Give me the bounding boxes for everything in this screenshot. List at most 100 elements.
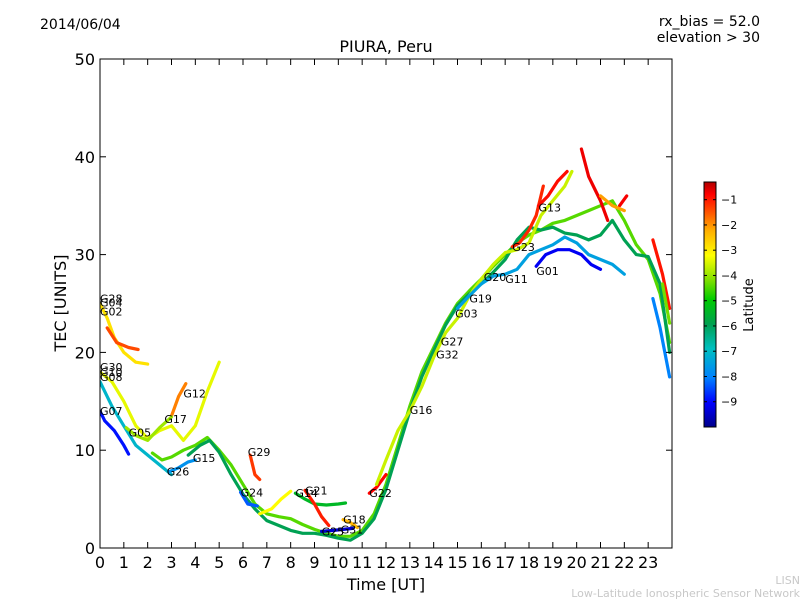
colorbar-tick-label: −5: [721, 295, 737, 308]
colorbar-tick-label: −4: [721, 269, 737, 282]
chart-title: PIURA, Peru: [339, 37, 433, 56]
x-tick-label: 16: [471, 553, 491, 572]
satellite-label: G02: [100, 305, 123, 318]
satellite-label: G25: [322, 525, 345, 538]
tec-track: [320, 526, 355, 533]
colorbar-tick-label: −7: [721, 345, 737, 358]
x-tick-label: 18: [519, 553, 539, 572]
colorbar-tick-label: −6: [721, 320, 737, 333]
tec-track: [186, 218, 672, 542]
tec-track: [239, 490, 259, 508]
satellite-label: G18: [343, 514, 366, 527]
tec-track: [258, 489, 293, 516]
tec-track: [455, 235, 626, 310]
x-tick-label: 19: [543, 553, 563, 572]
satellite-label: G03: [455, 307, 478, 320]
x-tick-label: 8: [286, 553, 296, 572]
satellite-label: G05: [129, 427, 152, 440]
satellite-label: G27: [441, 336, 464, 349]
satellite-label: G08: [100, 371, 123, 384]
tec-track: [100, 360, 221, 442]
colorbar-ticks: −1 −2 −3 −4 −5 −6 −7 −8 −9: [704, 194, 737, 409]
x-tick-label: 20: [566, 553, 586, 572]
satellite-label: G14: [295, 487, 318, 500]
x-tick-label: 15: [447, 553, 467, 572]
colorbar-tick-label: −9: [721, 396, 737, 409]
satellite-label: G10: [100, 366, 123, 379]
tec-track: [618, 194, 629, 208]
tec-track: [124, 415, 174, 442]
footer-org-long: Low-Latitude Ionospheric Sensor Network: [571, 587, 800, 600]
colorbar-tick-label: −2: [721, 219, 737, 232]
date-label: 2014/06/04: [40, 17, 121, 33]
x-tick-label: 9: [309, 553, 319, 572]
x-tick-label: 22: [614, 553, 634, 572]
tec-track: [293, 491, 348, 507]
x-tick-label: 17: [495, 553, 515, 572]
x-tick-label: 2: [143, 553, 153, 572]
y-tick-label: 30: [75, 246, 95, 265]
satellite-label: G28: [100, 293, 123, 306]
satellite-label: G16: [410, 404, 433, 417]
satellite-label: G17: [164, 413, 187, 426]
rx-bias-label: rx_bias = 52.0: [658, 14, 760, 30]
colorbar-gradient: [703, 181, 717, 428]
colorbar-label: Latitude: [742, 278, 757, 332]
x-tick-label: 7: [262, 553, 272, 572]
colorbar: −1 −2 −3 −4 −5 −6 −7 −8 −9 Latitude: [703, 181, 757, 428]
tec-track: [150, 199, 672, 538]
satellite-label: G23: [512, 241, 535, 254]
tec-track: [651, 238, 672, 310]
satellite-label: G26: [167, 466, 190, 479]
satellite-label: G15: [193, 452, 216, 465]
colorbar-tick-label: −8: [721, 370, 737, 383]
tec-track: [341, 518, 359, 530]
x-tick-label: 10: [328, 553, 348, 572]
tec-track: [248, 453, 262, 482]
satellite-label: G20: [484, 271, 507, 284]
tec-track: [579, 147, 610, 222]
satellite-label: G07: [100, 405, 123, 418]
tec-track: [534, 248, 603, 271]
tec-track: [536, 169, 569, 208]
y-axis: 0 10 20 30 40 50: [75, 50, 672, 558]
footer-credit: LISN Low-Latitude Ionospheric Sensor Net…: [571, 574, 800, 600]
satellite-label: G32: [436, 348, 459, 361]
tec-track: [651, 297, 672, 379]
colorbar-tick-label: −1: [721, 194, 737, 207]
tec-track: [660, 282, 672, 325]
tec-track: [303, 488, 331, 528]
satellite-label: G19: [469, 293, 492, 306]
x-tick-label: 13: [400, 553, 420, 572]
satellite-label: G29: [248, 446, 271, 459]
y-tick-label: 40: [75, 148, 95, 167]
x-tick-label: 1: [119, 553, 129, 572]
y-axis-label: TEC [UNITS]: [51, 255, 70, 353]
elevation-label: elevation > 30: [656, 30, 760, 46]
x-tick-label: 21: [590, 553, 610, 572]
satellite-label: G30: [100, 361, 123, 374]
x-tick-label: 11: [352, 553, 372, 572]
satellite-label: G11: [505, 273, 528, 286]
satellite-label: G12: [183, 388, 206, 401]
x-tick-label: 23: [638, 553, 658, 572]
tec-track: [167, 458, 197, 474]
x-tick-label: 12: [376, 553, 396, 572]
y-tick-label: 20: [75, 343, 95, 362]
y-tick-label: 10: [75, 441, 95, 460]
satellite-label: G22: [369, 487, 392, 500]
x-tick-label: 6: [238, 553, 248, 572]
x-axis-label: Time [UT]: [346, 575, 425, 594]
x-tick-label: 4: [190, 553, 200, 572]
tec-track: [100, 380, 174, 477]
tec-track: [598, 194, 626, 213]
satellite-label: G04: [100, 297, 123, 310]
tec-track: [100, 409, 131, 456]
satellite-label: G24: [241, 486, 264, 499]
tec-track: [367, 473, 388, 495]
bias-info: rx_bias = 52.0 elevation > 30: [657, 14, 760, 46]
x-axis: 0 1 2 3 4 5 6 7 8 9 10 11 12 13 14 15 16 17 18 19 20 21 22 23: [95, 59, 658, 572]
y-tick-label: 50: [75, 50, 95, 69]
